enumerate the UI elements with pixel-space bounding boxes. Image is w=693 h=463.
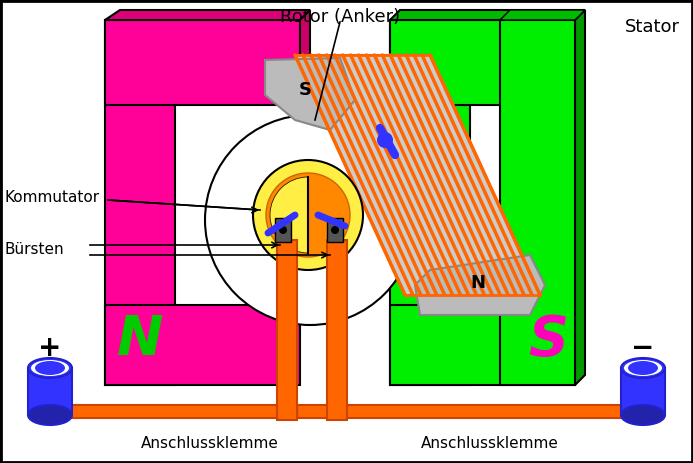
Ellipse shape: [35, 361, 65, 375]
Ellipse shape: [628, 361, 658, 375]
Circle shape: [377, 132, 393, 148]
Bar: [390, 20, 575, 105]
Text: N: N: [471, 274, 486, 292]
Text: −: −: [631, 334, 655, 362]
Bar: [327, 240, 347, 420]
Text: Stator: Stator: [625, 18, 680, 36]
Bar: [390, 305, 575, 385]
Wedge shape: [270, 177, 308, 253]
Text: Anschlussklemme: Anschlussklemme: [141, 436, 279, 450]
Polygon shape: [575, 10, 585, 385]
Circle shape: [253, 160, 363, 270]
Bar: [327, 218, 343, 242]
Bar: [105, 20, 300, 105]
Bar: [45, 405, 649, 418]
Ellipse shape: [28, 358, 72, 378]
Bar: [277, 240, 297, 420]
Polygon shape: [415, 255, 545, 315]
Text: Rotor (Anker): Rotor (Anker): [280, 8, 400, 26]
Polygon shape: [265, 58, 355, 130]
Bar: [390, 20, 470, 385]
Bar: [500, 20, 575, 385]
Bar: [621, 368, 665, 415]
Polygon shape: [295, 55, 540, 295]
Text: Anschlussklemme: Anschlussklemme: [421, 436, 559, 450]
Bar: [275, 218, 291, 242]
Text: Kommutator: Kommutator: [5, 190, 100, 206]
Polygon shape: [105, 10, 310, 20]
Ellipse shape: [621, 358, 665, 378]
Ellipse shape: [28, 405, 72, 425]
Bar: [105, 305, 300, 385]
Circle shape: [279, 226, 287, 234]
Ellipse shape: [624, 360, 662, 376]
Circle shape: [205, 115, 415, 325]
Bar: [105, 20, 175, 385]
Polygon shape: [390, 10, 585, 20]
Bar: [277, 405, 297, 418]
Text: Bürsten: Bürsten: [5, 243, 64, 257]
Text: N: N: [116, 313, 164, 367]
Polygon shape: [500, 10, 585, 20]
Text: S: S: [299, 81, 311, 99]
Bar: [28, 368, 72, 415]
Circle shape: [266, 173, 350, 257]
Ellipse shape: [31, 360, 69, 376]
Polygon shape: [300, 10, 310, 105]
Circle shape: [331, 226, 339, 234]
Text: S: S: [528, 313, 568, 367]
Ellipse shape: [621, 405, 665, 425]
Text: +: +: [38, 334, 62, 362]
